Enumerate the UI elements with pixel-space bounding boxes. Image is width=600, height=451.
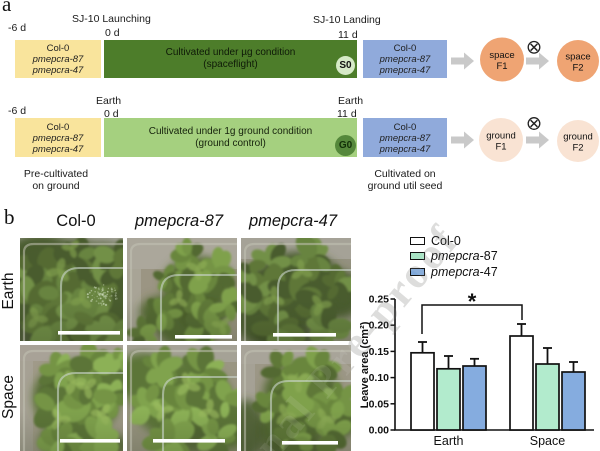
svg-text:F2: F2 bbox=[572, 63, 583, 74]
svg-text:*: * bbox=[468, 289, 477, 314]
svg-text:space: space bbox=[565, 52, 590, 63]
svg-text:ground: ground bbox=[486, 131, 516, 142]
svg-text:F1: F1 bbox=[495, 142, 506, 153]
svg-text:0.05: 0.05 bbox=[369, 398, 390, 410]
svg-text:F2: F2 bbox=[572, 143, 583, 154]
svg-text:space: space bbox=[489, 50, 514, 61]
svg-text:Space: Space bbox=[530, 434, 565, 448]
svg-text:Leave area (cm²): Leave area (cm²) bbox=[359, 321, 371, 408]
svg-text:0.25: 0.25 bbox=[369, 294, 390, 306]
svg-text:0.15: 0.15 bbox=[369, 346, 390, 358]
svg-text:0.10: 0.10 bbox=[369, 372, 390, 384]
svg-text:0.00: 0.00 bbox=[369, 425, 390, 437]
svg-text:ground: ground bbox=[563, 132, 593, 143]
svg-text:F1: F1 bbox=[496, 61, 507, 72]
svg-text:0.20: 0.20 bbox=[369, 320, 390, 332]
svg-text:Earth: Earth bbox=[434, 434, 464, 448]
